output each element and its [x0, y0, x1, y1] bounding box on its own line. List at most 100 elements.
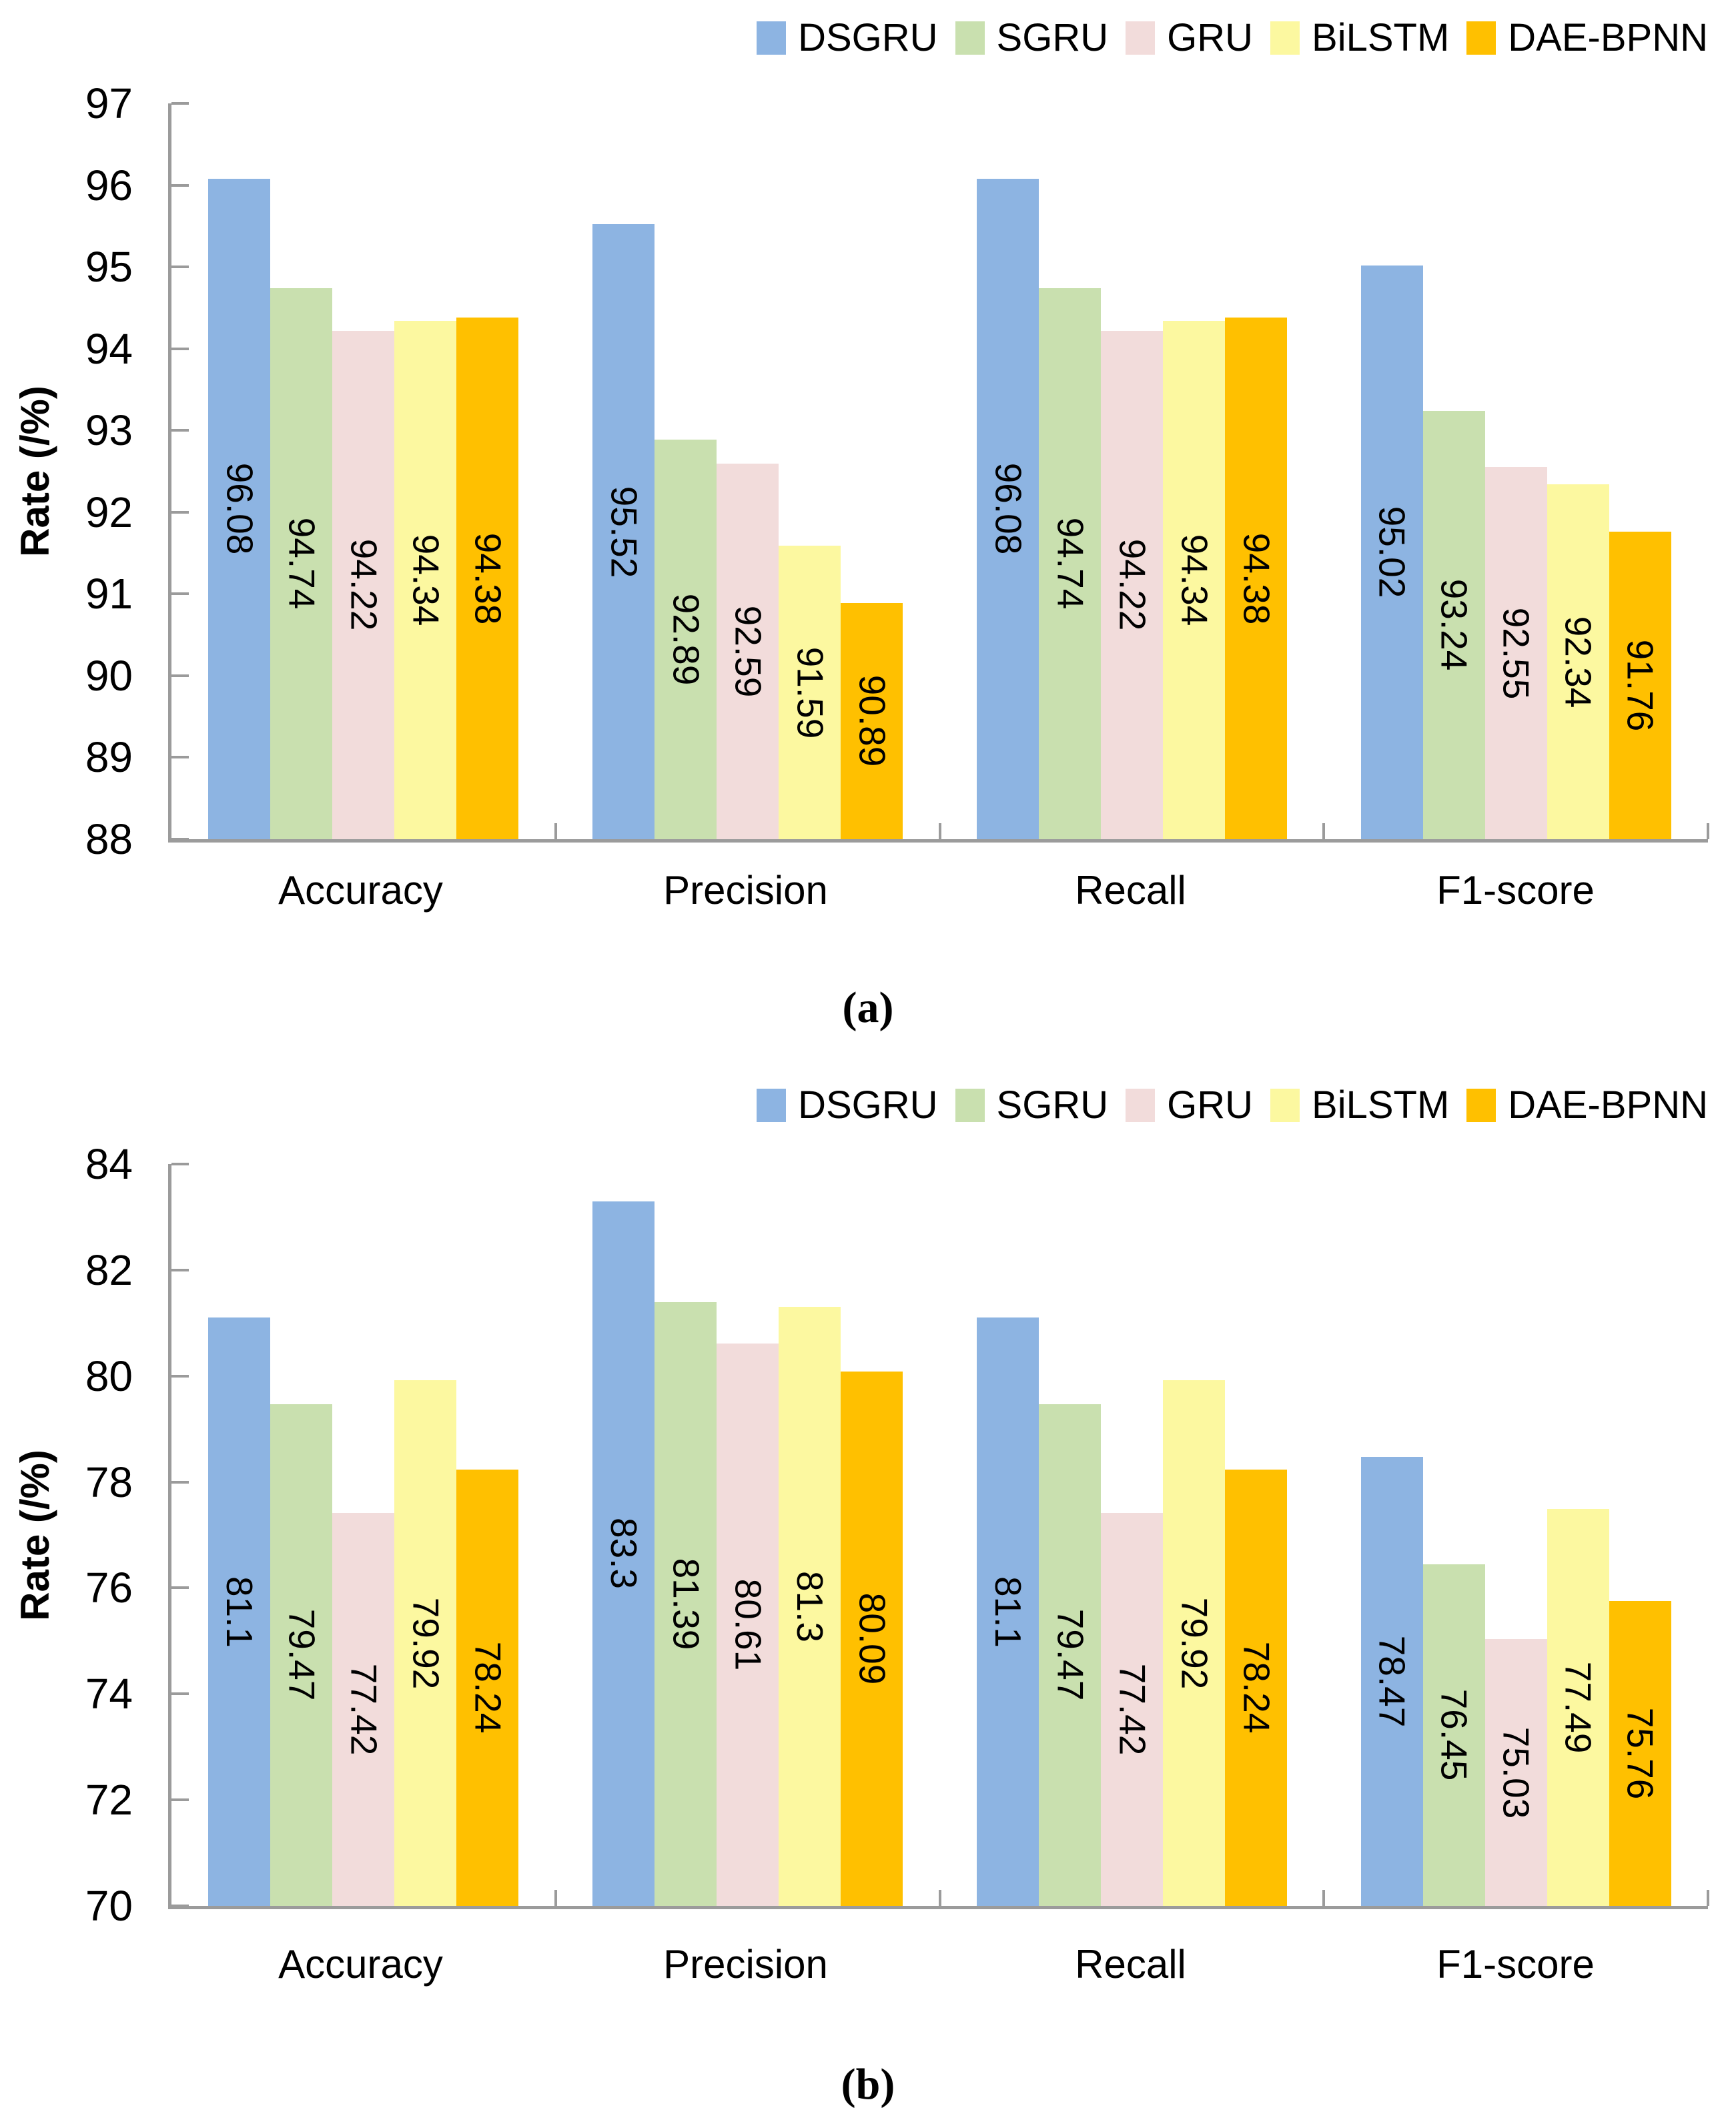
y-tick-mark: [171, 838, 189, 841]
bar: 80.09: [841, 1371, 903, 1906]
bar-label-wrap: 94.34: [1163, 321, 1225, 839]
bar-label-wrap: 77.42: [332, 1513, 394, 1906]
bar-value-label: 79.92: [1173, 1597, 1215, 1689]
y-tick-mark: [171, 1905, 189, 1907]
plot-area: 97 96 95 94 93 92 91 90 89 88 96.08 94.74 94.22 94.34…: [85, 82, 1709, 861]
bar-group: 96.08 94.74 94.22 94.34 94.38: [171, 103, 556, 839]
category-labels: Accuracy Precision Recall F1-score: [168, 871, 1708, 911]
bar: 83.3: [592, 1201, 655, 1906]
chart-a: DSGRU SGRU GRU BiLSTM DAE-BPNN Rate (/%) 97 9…: [12, 16, 1709, 1030]
bar-label-wrap: 77.49: [1547, 1509, 1609, 1906]
y-tick-label: 82: [85, 1245, 133, 1294]
bar-value-label: 78.24: [467, 1641, 509, 1734]
bar-label-wrap: 78.24: [1225, 1470, 1287, 1906]
bar-value-label: 94.34: [1173, 534, 1215, 626]
bar: 81.1: [208, 1317, 271, 1906]
legend-swatch: [955, 1089, 985, 1122]
bar: 94.34: [1162, 321, 1225, 839]
legend-label: GRU: [1167, 16, 1254, 59]
y-tick-mark: [171, 592, 189, 596]
y-tick-label: 78: [85, 1458, 133, 1506]
bar-label-wrap: 78.47: [1361, 1457, 1423, 1906]
x-tick-mark: [938, 823, 941, 839]
bar-label-wrap: 94.38: [1225, 318, 1287, 839]
bar-group: 96.08 94.74 94.22 94.34 94.38: [940, 103, 1324, 839]
bar: 78.24: [1224, 1469, 1287, 1906]
y-tick-label: 96: [85, 161, 133, 209]
bar-value-label: 90.89: [851, 675, 893, 767]
bar-value-label: 94.22: [343, 539, 385, 631]
legend-item: GRU: [1126, 19, 1253, 57]
bar-label-wrap: 92.89: [655, 440, 717, 839]
bar-group: 78.47 76.45 75.03 77.49 75.76: [1324, 1164, 1708, 1906]
y-tick-mark: [171, 1798, 189, 1802]
bar-label-wrap: 81.3: [779, 1307, 841, 1906]
bar-label-wrap: 75.03: [1485, 1639, 1547, 1906]
legend-label: SGRU: [996, 16, 1109, 59]
y-axis-title: Rate (/%): [12, 1449, 57, 1621]
bar-value-label: 81.3: [789, 1570, 831, 1642]
bar-label-wrap: 91.76: [1609, 532, 1671, 839]
bar: 79.47: [270, 1404, 333, 1906]
category-label: Precision: [663, 868, 828, 913]
y-tick-mark: [171, 756, 189, 759]
chart-b: DSGRU SGRU GRU BiLSTM DAE-BPNN Rate (/%) 84 8…: [0, 1067, 1736, 2124]
bar: 81.3: [779, 1307, 841, 1906]
bar-label-wrap: 79.47: [270, 1404, 332, 1906]
y-tick-mark: [171, 347, 189, 350]
legend-item: SGRU: [955, 16, 1109, 59]
bar: 79.92: [1162, 1380, 1225, 1906]
bar: 77.42: [1100, 1512, 1163, 1906]
category-labels: Accuracy Precision Recall F1-score: [168, 1945, 1708, 1985]
bar-label-wrap: 81.39: [655, 1302, 717, 1906]
y-tick-mark: [171, 510, 189, 514]
bar-label-wrap: 93.24: [1423, 411, 1485, 839]
bar-label-wrap: 92.55: [1485, 467, 1547, 839]
bar: 78.47: [1360, 1457, 1423, 1906]
bar-value-label: 78.47: [1371, 1635, 1413, 1728]
bar-value-label: 92.89: [665, 593, 707, 686]
category-label: Accuracy: [278, 1942, 443, 1987]
y-tick-label: 93: [85, 406, 133, 455]
bar-value-label: 76.45: [1433, 1689, 1475, 1781]
bar: 92.34: [1547, 484, 1609, 839]
y-tick-label: 90: [85, 651, 133, 700]
legend-swatch: [757, 21, 787, 55]
y-tick-mark: [171, 1586, 189, 1590]
bar-group: 95.52 92.89 92.59 91.59 90.89: [556, 103, 940, 839]
bar-label-wrap: 80.61: [717, 1344, 779, 1906]
bar-value-label: 94.38: [1235, 532, 1277, 624]
y-tick-label: 95: [85, 243, 133, 292]
y-tick-label: 74: [85, 1670, 133, 1718]
bar-value-label: 95.52: [603, 486, 645, 578]
y-tick-mark: [171, 1692, 189, 1696]
legend-item: DAE-BPNN: [1466, 19, 1708, 57]
y-axis-title: Rate (/%): [12, 386, 57, 557]
bar: 91.76: [1609, 532, 1671, 839]
bar: 91.59: [779, 546, 841, 839]
x-tick-mark: [1707, 823, 1709, 839]
y-tick-mark: [171, 1374, 189, 1378]
bar: 96.08: [208, 178, 271, 839]
x-tick-mark: [938, 1890, 941, 1906]
category-label: F1-score: [1436, 1942, 1595, 1987]
legend-label: DAE-BPNN: [1508, 16, 1708, 59]
bar-label-wrap: 79.92: [394, 1380, 456, 1906]
bar-label-wrap: 94.22: [1101, 331, 1163, 839]
x-tick-mark: [1707, 1890, 1709, 1906]
bar-value-label: 75.03: [1495, 1726, 1537, 1819]
bar: 92.89: [655, 439, 717, 839]
bar-value-label: 79.47: [1049, 1609, 1091, 1701]
bar: 92.55: [1484, 467, 1547, 839]
y-tick-label: 72: [85, 1776, 133, 1824]
bar-label-wrap: 75.76: [1609, 1601, 1671, 1907]
bar: 90.89: [841, 602, 903, 839]
legend-label: DSGRU: [798, 16, 938, 59]
legend-item: DSGRU: [757, 1086, 938, 1125]
bar-group: 81.1 79.47 77.42 79.92 78.24: [940, 1164, 1324, 1906]
bar: 96.08: [976, 178, 1039, 839]
bar-label-wrap: 80.09: [841, 1372, 903, 1906]
bar: 81.1: [976, 1317, 1039, 1906]
legend-swatch: [1466, 1089, 1496, 1122]
bar-label-wrap: 76.45: [1423, 1564, 1485, 1906]
